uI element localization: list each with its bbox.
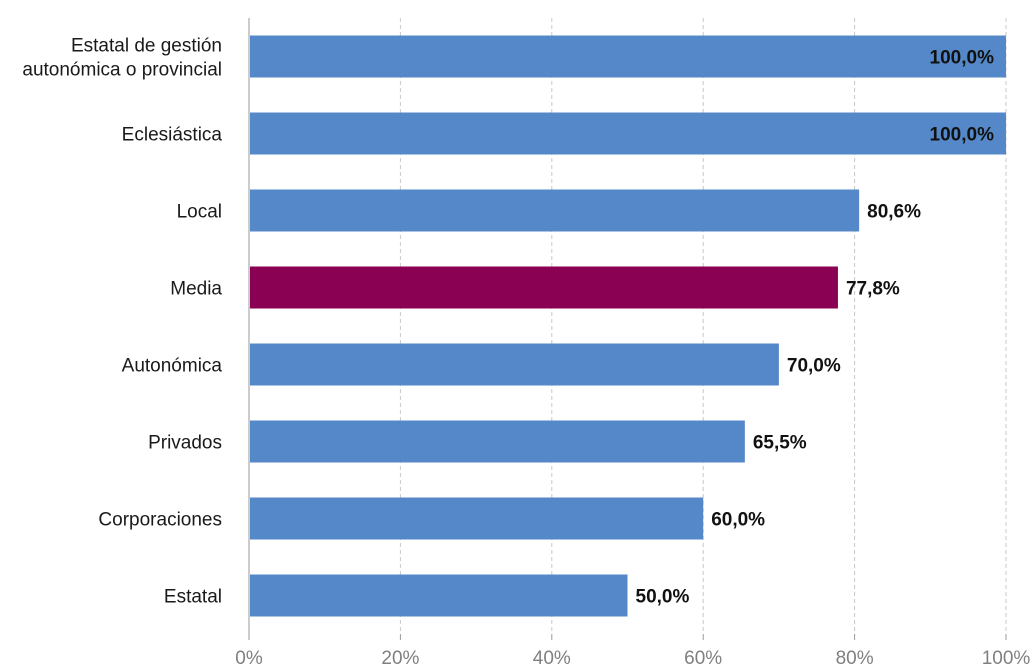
category-label: Corporaciones (98, 510, 222, 531)
x-tick-label: 0% (235, 648, 263, 669)
category-label: Media (170, 279, 222, 300)
bar (250, 266, 838, 309)
category-label: Privados (148, 433, 222, 454)
data-label: 100,0% (930, 48, 995, 69)
bar (250, 574, 628, 617)
data-label: 80,6% (867, 202, 921, 223)
bar (250, 112, 1006, 155)
axes (248, 18, 1007, 640)
category-label: Autonómica (122, 356, 223, 377)
x-tick-label: 60% (684, 648, 722, 669)
data-label: 77,8% (846, 279, 900, 300)
bar (250, 497, 704, 540)
data-label: 50,0% (636, 587, 690, 608)
bars (250, 35, 1006, 617)
category-label: Local (177, 202, 222, 223)
data-label: 100,0% (930, 125, 995, 146)
bar (250, 420, 745, 463)
labels: 0% 20% 40% 60% 80% 100% Estatal de gestión auto… (22, 36, 1030, 670)
bar (250, 189, 860, 232)
x-tick-label: 80% (836, 648, 874, 669)
category-label: Estatal (164, 587, 222, 608)
x-tick-label: 20% (381, 648, 419, 669)
category-label: Estatal de gestión (71, 36, 222, 57)
bar (250, 35, 1006, 78)
data-label: 60,0% (711, 510, 765, 531)
data-label: 65,5% (753, 433, 807, 454)
bar (250, 343, 779, 386)
gridlines (399, 18, 1007, 634)
x-tick-label: 100% (982, 648, 1031, 669)
category-label: Eclesiástica (122, 125, 223, 146)
category-label: autonómica o provincial (22, 60, 222, 81)
data-label: 70,0% (787, 356, 841, 377)
x-tick-label: 40% (533, 648, 571, 669)
